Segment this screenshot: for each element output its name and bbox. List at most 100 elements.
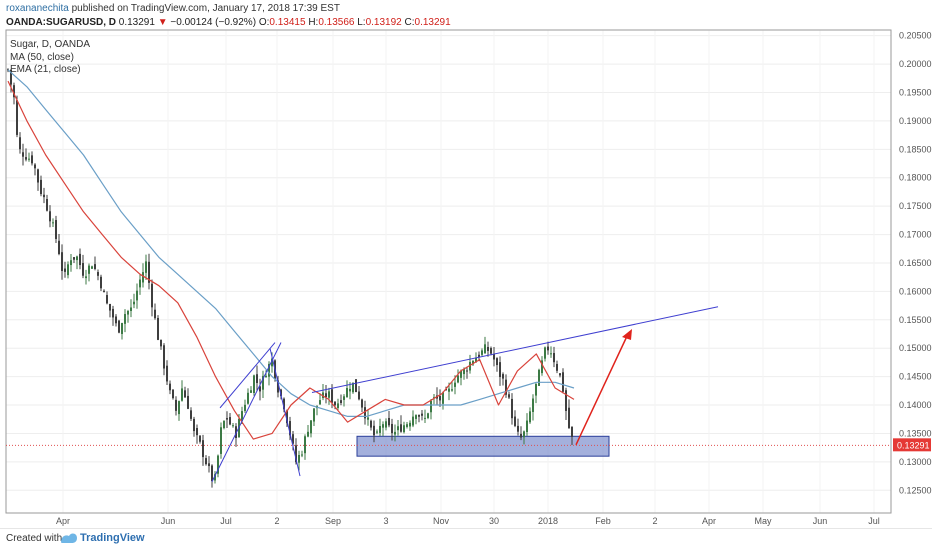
candle-body [298, 454, 300, 463]
candle-body [529, 411, 531, 423]
candle-body [79, 253, 81, 266]
author-link[interactable]: roxananechita [6, 3, 69, 14]
candle-body [418, 415, 420, 417]
candle-body [94, 264, 96, 269]
candle-body [283, 398, 285, 410]
candle-body [100, 276, 102, 289]
y-tick-label: 0.16500 [899, 258, 932, 268]
y-tick-label: 0.19000 [899, 116, 932, 126]
candle-body [544, 347, 546, 359]
candle-body [568, 407, 570, 428]
footer: Created with TradingView [0, 528, 932, 550]
y-tick-label: 0.15500 [899, 315, 932, 325]
candle-body [478, 354, 480, 358]
candle-body [226, 418, 228, 420]
x-tick-label: May [754, 516, 772, 526]
candle-body [64, 268, 66, 272]
candle-body [16, 100, 18, 135]
candle-body [223, 420, 225, 429]
candle-body [466, 370, 468, 372]
candle-body [61, 252, 63, 272]
candle-body [481, 350, 483, 355]
candle-body [505, 379, 507, 395]
tradingview-brand-link[interactable]: TradingView [80, 532, 145, 544]
candle-body [142, 272, 144, 283]
candle-body [268, 363, 270, 377]
candle-body [148, 261, 150, 283]
y-tick-label: 0.18000 [899, 173, 932, 183]
candle-body [376, 431, 378, 433]
candle-body [217, 455, 219, 474]
candle-body [541, 360, 543, 374]
candle-body [328, 391, 330, 398]
candle-body [40, 179, 42, 195]
candle-body [277, 380, 279, 393]
candle-body [154, 309, 156, 319]
y-tick-label: 0.13000 [899, 457, 932, 467]
candle-body [349, 388, 351, 392]
tradingview-logo-icon[interactable] [60, 530, 78, 546]
candle-body [271, 358, 273, 367]
candle-body [55, 220, 57, 239]
candle-body [46, 199, 48, 211]
candle-body [103, 290, 105, 293]
candle-body [199, 435, 201, 442]
support-zone [356, 435, 610, 457]
candle-body [304, 436, 306, 454]
candle-body [136, 290, 138, 301]
candle-body [208, 463, 210, 467]
ema-21-line [7, 80, 575, 440]
price-change: −0.00124 (−0.92%) [170, 17, 257, 28]
candle-body [82, 263, 84, 276]
candle-body [151, 283, 153, 308]
candle-body [307, 431, 309, 437]
candle-body [562, 372, 564, 392]
flag-line [269, 348, 301, 477]
candle-body [331, 389, 333, 403]
close-label: C: [404, 17, 415, 28]
candle-body [472, 360, 474, 365]
candle-body [28, 158, 30, 160]
candle-body [514, 416, 516, 426]
candle-body [412, 416, 414, 426]
x-tick-label: 2018 [538, 516, 558, 526]
candle-body [250, 390, 252, 393]
candle-body [433, 397, 435, 399]
candle-body [232, 425, 234, 427]
candle-body [10, 69, 12, 85]
candle-body [421, 413, 423, 416]
candle-body [253, 375, 255, 393]
candle-body [145, 261, 147, 273]
candle-body [325, 393, 327, 398]
candles [7, 68, 573, 488]
rising-trendline [311, 306, 719, 394]
candle-body [310, 420, 312, 434]
candle-body [58, 240, 60, 255]
candle-body [415, 415, 417, 419]
candle-body [511, 398, 513, 419]
candle-body [190, 410, 192, 419]
candle-body [31, 155, 33, 164]
high-label: H: [308, 17, 319, 28]
y-tick-label: 0.17500 [899, 201, 932, 211]
candle-body [118, 320, 120, 333]
candle-body [76, 256, 78, 261]
candle-body [547, 346, 549, 351]
low-value: 0.13192 [365, 17, 402, 28]
candle-body [496, 358, 498, 366]
candle-body [508, 394, 510, 398]
candle-body [67, 264, 69, 276]
candle-body [52, 222, 54, 224]
candle-body [163, 345, 165, 369]
close-value: 0.13291 [414, 17, 451, 28]
last-price-tag [893, 438, 931, 452]
legend-ema: EMA (21, close) [10, 64, 81, 75]
symbol-ohlc-line: OANDA:SUGARUSD, D 0.13291 ▼ −0.00124 (−0… [6, 17, 451, 28]
candle-body [556, 363, 558, 371]
candle-body [460, 370, 462, 378]
candle-body [109, 303, 111, 311]
y-tick-label: 0.13500 [899, 428, 932, 438]
chart-legend: Sugar, D, OANDA MA (50, close) EMA (21, … [10, 39, 90, 75]
candle-body [25, 157, 27, 160]
